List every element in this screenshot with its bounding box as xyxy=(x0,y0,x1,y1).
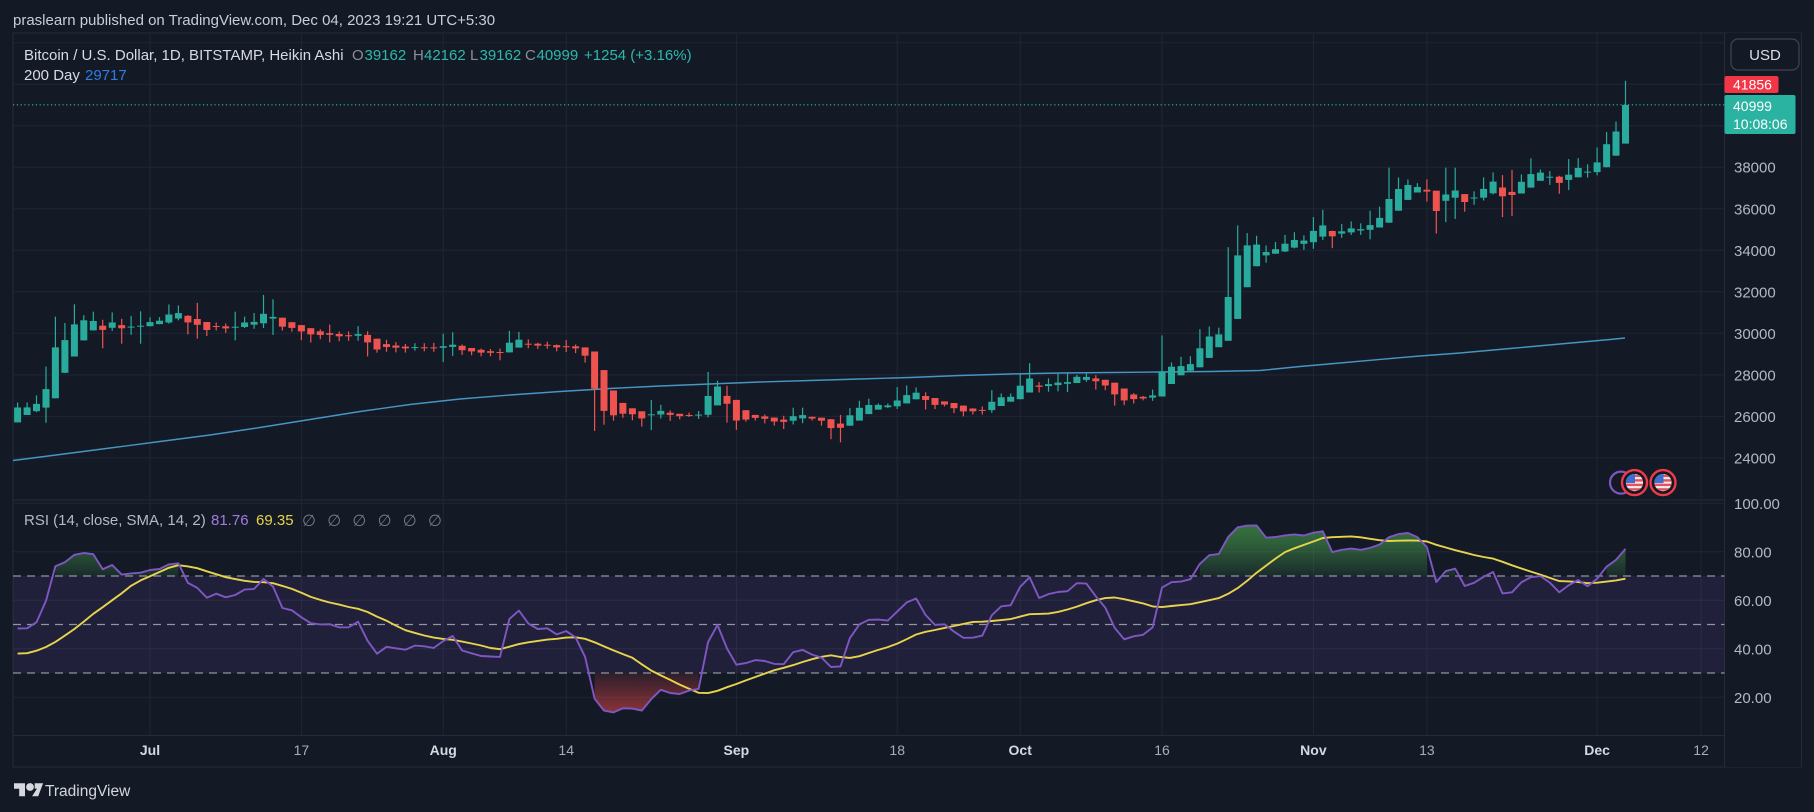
svg-text:Bitcoin / U.S. Dollar, 1D, BIT: Bitcoin / U.S. Dollar, 1D, BITSTAMP, Hei… xyxy=(24,47,344,64)
svg-text:18: 18 xyxy=(889,742,905,758)
svg-text:10:08:06: 10:08:06 xyxy=(1733,116,1788,132)
svg-text:∅: ∅ xyxy=(302,513,316,530)
svg-text:∅: ∅ xyxy=(403,513,417,530)
svg-text:200 Day: 200 Day xyxy=(24,67,80,84)
svg-text:12: 12 xyxy=(1693,742,1709,758)
svg-text:100.00: 100.00 xyxy=(1734,496,1780,513)
svg-text:69.35: 69.35 xyxy=(256,512,294,529)
svg-text:H: H xyxy=(413,47,424,64)
svg-text:∅: ∅ xyxy=(327,513,341,530)
svg-text:34000: 34000 xyxy=(1734,243,1776,260)
svg-text:O: O xyxy=(352,47,364,64)
svg-text:praslearn published on Trading: praslearn published on TradingView.com, … xyxy=(13,12,495,29)
svg-text:40999: 40999 xyxy=(1733,98,1772,114)
svg-text:38000: 38000 xyxy=(1734,160,1776,177)
svg-text:∅: ∅ xyxy=(378,513,392,530)
svg-text:40999: 40999 xyxy=(537,47,579,64)
svg-text:14: 14 xyxy=(558,742,574,758)
svg-text:39162: 39162 xyxy=(480,47,522,64)
svg-text:36000: 36000 xyxy=(1734,201,1776,218)
svg-text:Oct: Oct xyxy=(1009,742,1033,758)
svg-text:39162: 39162 xyxy=(365,47,407,64)
svg-text:+1254 (+3.16%): +1254 (+3.16%) xyxy=(584,47,692,64)
svg-text:∅: ∅ xyxy=(352,513,366,530)
svg-text:L: L xyxy=(470,47,478,64)
svg-text:80.00: 80.00 xyxy=(1734,544,1772,561)
svg-text:42162: 42162 xyxy=(424,47,466,64)
svg-text:24000: 24000 xyxy=(1734,450,1776,467)
svg-text:41856: 41856 xyxy=(1733,77,1772,93)
svg-text:16: 16 xyxy=(1154,742,1170,758)
svg-text:Sep: Sep xyxy=(724,742,750,758)
svg-text:13: 13 xyxy=(1419,742,1435,758)
svg-text:∅: ∅ xyxy=(428,513,442,530)
svg-text:60.00: 60.00 xyxy=(1734,593,1772,610)
svg-text:28000: 28000 xyxy=(1734,367,1776,384)
svg-text:40.00: 40.00 xyxy=(1734,641,1772,658)
svg-text:Dec: Dec xyxy=(1584,742,1610,758)
svg-text:Aug: Aug xyxy=(430,742,457,758)
svg-text:Jul: Jul xyxy=(140,742,160,758)
svg-text:17: 17 xyxy=(294,742,310,758)
svg-text:32000: 32000 xyxy=(1734,284,1776,301)
svg-text:C: C xyxy=(525,47,536,64)
svg-text:81.76: 81.76 xyxy=(211,512,249,529)
svg-text:26000: 26000 xyxy=(1734,409,1776,426)
svg-text:USD: USD xyxy=(1749,47,1781,64)
svg-text:30000: 30000 xyxy=(1734,326,1776,343)
svg-text:TradingView: TradingView xyxy=(45,783,131,800)
svg-text:RSI (14, close, SMA, 14, 2): RSI (14, close, SMA, 14, 2) xyxy=(24,512,206,529)
svg-text:29717: 29717 xyxy=(85,67,127,84)
svg-text:20.00: 20.00 xyxy=(1734,690,1772,707)
svg-text:Nov: Nov xyxy=(1300,742,1327,758)
